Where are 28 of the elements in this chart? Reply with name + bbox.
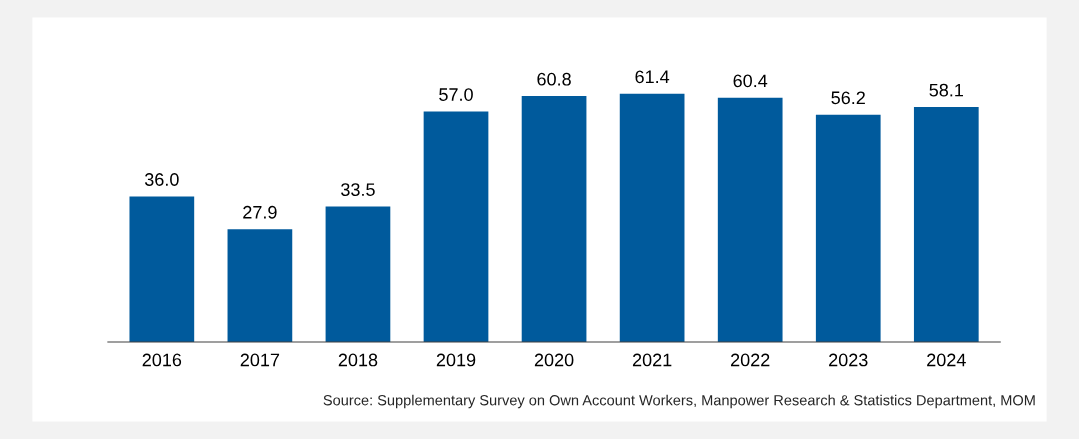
bar	[227, 229, 293, 342]
source-note: Source: Supplementary Survey on Own Account Workers, Manpower Research & Statistics Department, MOM	[323, 394, 1035, 409]
bar	[913, 107, 979, 342]
x-tick-label: 2023	[829, 353, 868, 367]
data-label: 60.4	[733, 74, 768, 88]
bar	[619, 93, 685, 342]
data-label: 60.8	[537, 72, 571, 86]
data-label: 61.4	[635, 70, 670, 84]
x-tick-label: 2021	[632, 353, 672, 367]
data-label: 56.2	[831, 91, 865, 105]
x-tick-label: 2019	[436, 353, 476, 367]
bar	[521, 96, 587, 342]
x-tick-label: 2020	[534, 353, 574, 367]
data-label: 58.1	[929, 83, 963, 97]
bar	[325, 206, 391, 342]
bar	[423, 111, 489, 342]
data-label: 57.0	[439, 88, 473, 101]
data-label: 36.0	[144, 173, 179, 186]
bar	[717, 97, 783, 342]
bar	[815, 114, 881, 342]
x-tick-label: 2017	[240, 353, 280, 367]
data-label: 33.5	[341, 183, 375, 196]
bar	[129, 196, 195, 342]
x-tick-label: 2016	[142, 353, 182, 367]
data-label: 27.9	[243, 205, 277, 219]
x-tick-label: 2024	[927, 353, 966, 367]
x-tick-label: 2018	[338, 353, 378, 367]
x-tick-label: 2022	[731, 353, 770, 367]
